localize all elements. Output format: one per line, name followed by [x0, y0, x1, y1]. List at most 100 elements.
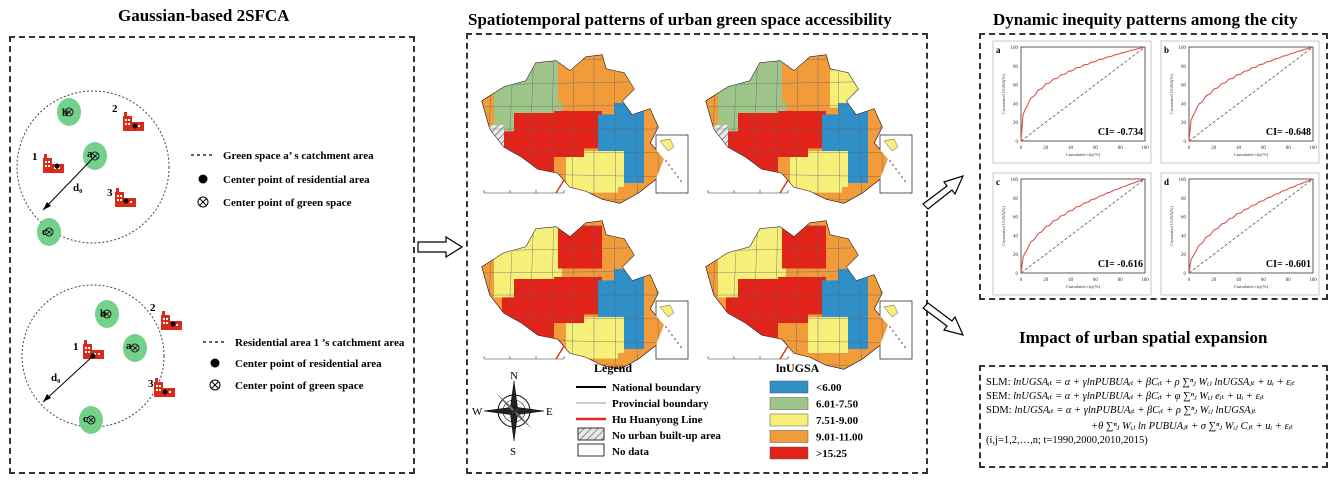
slm-row: SLM: lnUGSAᵢₜ = α + γlnPUBUAᵢₜ + βCᵢₜ + … — [986, 377, 1295, 389]
x-axis-label: Cumulated city(%) — [1066, 152, 1101, 157]
slm-equation: lnUGSAᵢₜ = α + γlnPUBUAᵢₜ + βCᵢₜ + ρ ∑ⁿⱼ… — [1013, 377, 1295, 388]
label-2: 2 — [112, 103, 118, 115]
class-label-0: <6.00 — [816, 382, 842, 394]
label-b2: b — [100, 308, 106, 320]
legend-item-4: No data — [612, 446, 649, 458]
compass-s: S — [510, 446, 516, 458]
x-tick: 20 — [1043, 278, 1049, 283]
x-tick: 100 — [1309, 146, 1317, 151]
distance-label: d₀ — [73, 182, 83, 194]
y-tick: 100 — [1011, 46, 1019, 51]
x-tick: 60 — [1261, 278, 1267, 283]
y-tick: 20 — [1013, 121, 1019, 126]
y-tick: 100 — [1179, 178, 1187, 183]
y-tick: 80 — [1181, 197, 1187, 202]
maps-panel: a.1990b.2000c.2010d.2015LegendNational b… — [466, 33, 928, 474]
x-tick: 0 — [1020, 278, 1023, 283]
x-axis-label: Cumulated city(%) — [1234, 284, 1269, 289]
x-tick: 80 — [1118, 146, 1124, 151]
lorenz-curve — [1020, 178, 1146, 274]
x-tick: 60 — [1093, 278, 1099, 283]
class-label-4: >15.25 — [816, 448, 848, 460]
arrow-downright-icon — [922, 302, 965, 336]
y-tick: 40 — [1181, 234, 1187, 239]
class-label-1: 6.01-7.50 — [816, 399, 859, 411]
equality-line — [1188, 178, 1314, 274]
class-label-3: 9.01-11.00 — [816, 432, 864, 444]
x-tick: 100 — [1141, 278, 1149, 283]
ci-value: CI= -0.601 — [1266, 259, 1311, 270]
ci-value: CI= -0.616 — [1098, 259, 1143, 270]
ci-value: CI= -0.648 — [1266, 127, 1311, 138]
residential-2b-icon — [161, 311, 182, 330]
distance-label-2: d₀ — [51, 372, 61, 384]
x-tick: 20 — [1043, 146, 1049, 151]
x-tick: 0 — [1020, 146, 1023, 151]
sem-equation: lnUGSAᵢₜ = α + γlnPUBUAᵢₜ + βCᵢₜ + φ ∑ⁿⱼ… — [1013, 391, 1264, 402]
class-label-2: 7.51-9.00 — [816, 415, 859, 427]
x-axis-label: Cumulated city(%) — [1066, 284, 1101, 289]
green-center-icon — [197, 196, 209, 208]
y-tick: 60 — [1013, 216, 1019, 221]
residential-center-icon-2 — [210, 358, 220, 368]
equality-line — [1020, 46, 1146, 142]
sdm-continuation: +θ ∑ⁿⱼ Wᵢⱼ ln PUBUAⱼₜ + σ ∑ⁿⱼ Wᵢⱼ Cⱼₜ + … — [1091, 421, 1293, 433]
lorenz-curve — [1188, 46, 1314, 142]
y-tick: 0 — [1016, 140, 1019, 145]
label-c2: c — [83, 413, 88, 425]
y-tick: 20 — [1181, 121, 1187, 126]
legend-item-2: Hu Huanyong Line — [612, 414, 703, 426]
green-space-c — [36, 217, 62, 247]
x-tick: 40 — [1236, 278, 1242, 283]
x-tick: 100 — [1141, 146, 1149, 151]
maps-diagram: a.1990b.2000c.2010d.2015LegendNational b… — [472, 54, 913, 460]
y-axis-label: Cumulated UGSA(%) — [1169, 206, 1174, 246]
label-1: 1 — [32, 151, 38, 163]
x-tick: 80 — [1118, 278, 1124, 283]
y-tick: 60 — [1181, 84, 1187, 89]
x-tick: 80 — [1286, 146, 1292, 151]
y-tick: 20 — [1013, 253, 1019, 258]
class-swatch-4 — [769, 446, 809, 460]
equations-panel: SLM: lnUGSAᵢₜ = α + γlnPUBUAᵢₜ + βCᵢₜ + … — [979, 365, 1328, 468]
lorenz-curve — [1188, 178, 1314, 274]
lorenz-chart-a: 00 20 20 40 40 60 60 80 80 100 100 Cumulated city(%… — [992, 40, 1152, 164]
y-tick: 40 — [1013, 102, 1019, 107]
middle-title: Spatiotemporal patterns of urban green s… — [468, 10, 892, 29]
panel-label: c — [996, 177, 1000, 187]
legend-green-center: Center point of green space — [223, 197, 352, 209]
label-a2: a — [126, 340, 132, 352]
residential-1-icon — [43, 154, 64, 173]
residential-center-icon — [198, 174, 208, 184]
legend-title: Legend — [594, 361, 632, 375]
sdm-row: SDM: lnUGSAᵢₜ = α + γlnPUBUAᵢₜ + βCᵢₜ + … — [986, 405, 1256, 417]
y-tick: 100 — [1011, 178, 1019, 183]
legend-residential-center-2: Center point of residential area — [235, 358, 382, 370]
compass-e: E — [546, 406, 553, 418]
y-tick: 20 — [1181, 253, 1187, 258]
y-tick: 0 — [1016, 272, 1019, 277]
x-tick: 80 — [1286, 278, 1292, 283]
arrow-right-icon — [417, 236, 464, 258]
class-title: lnUGSA — [776, 361, 820, 375]
class-swatch-0 — [769, 380, 809, 394]
panel-label: b — [1164, 45, 1169, 55]
index-note: (i,j=1,2,…,n; t=1990,2000,2010,2015) — [986, 435, 1148, 447]
equality-line — [1020, 178, 1146, 274]
legend-residential-center: Center point of residential area — [223, 174, 370, 186]
y-tick: 60 — [1181, 216, 1187, 221]
y-tick: 0 — [1184, 140, 1187, 145]
compass-n: N — [510, 370, 518, 382]
x-tick: 40 — [1068, 146, 1074, 151]
equality-line — [1188, 46, 1314, 142]
label-c: c — [42, 226, 47, 238]
y-tick: 80 — [1181, 65, 1187, 70]
y-tick: 100 — [1179, 46, 1187, 51]
class-swatch-2 — [769, 413, 809, 427]
green-space-b2 — [94, 299, 120, 329]
lorenz-curve — [1020, 46, 1146, 142]
right-top-title: Dynamic inequity patterns among the city — [993, 10, 1298, 29]
gaussian-2sfca-diagram: b a c 2 1 3 d₀ Green space a’ s catchmen… — [16, 90, 405, 435]
gaussian-2sfca-panel: b a c 2 1 3 d₀ Green space a’ s catchmen… — [9, 36, 415, 474]
